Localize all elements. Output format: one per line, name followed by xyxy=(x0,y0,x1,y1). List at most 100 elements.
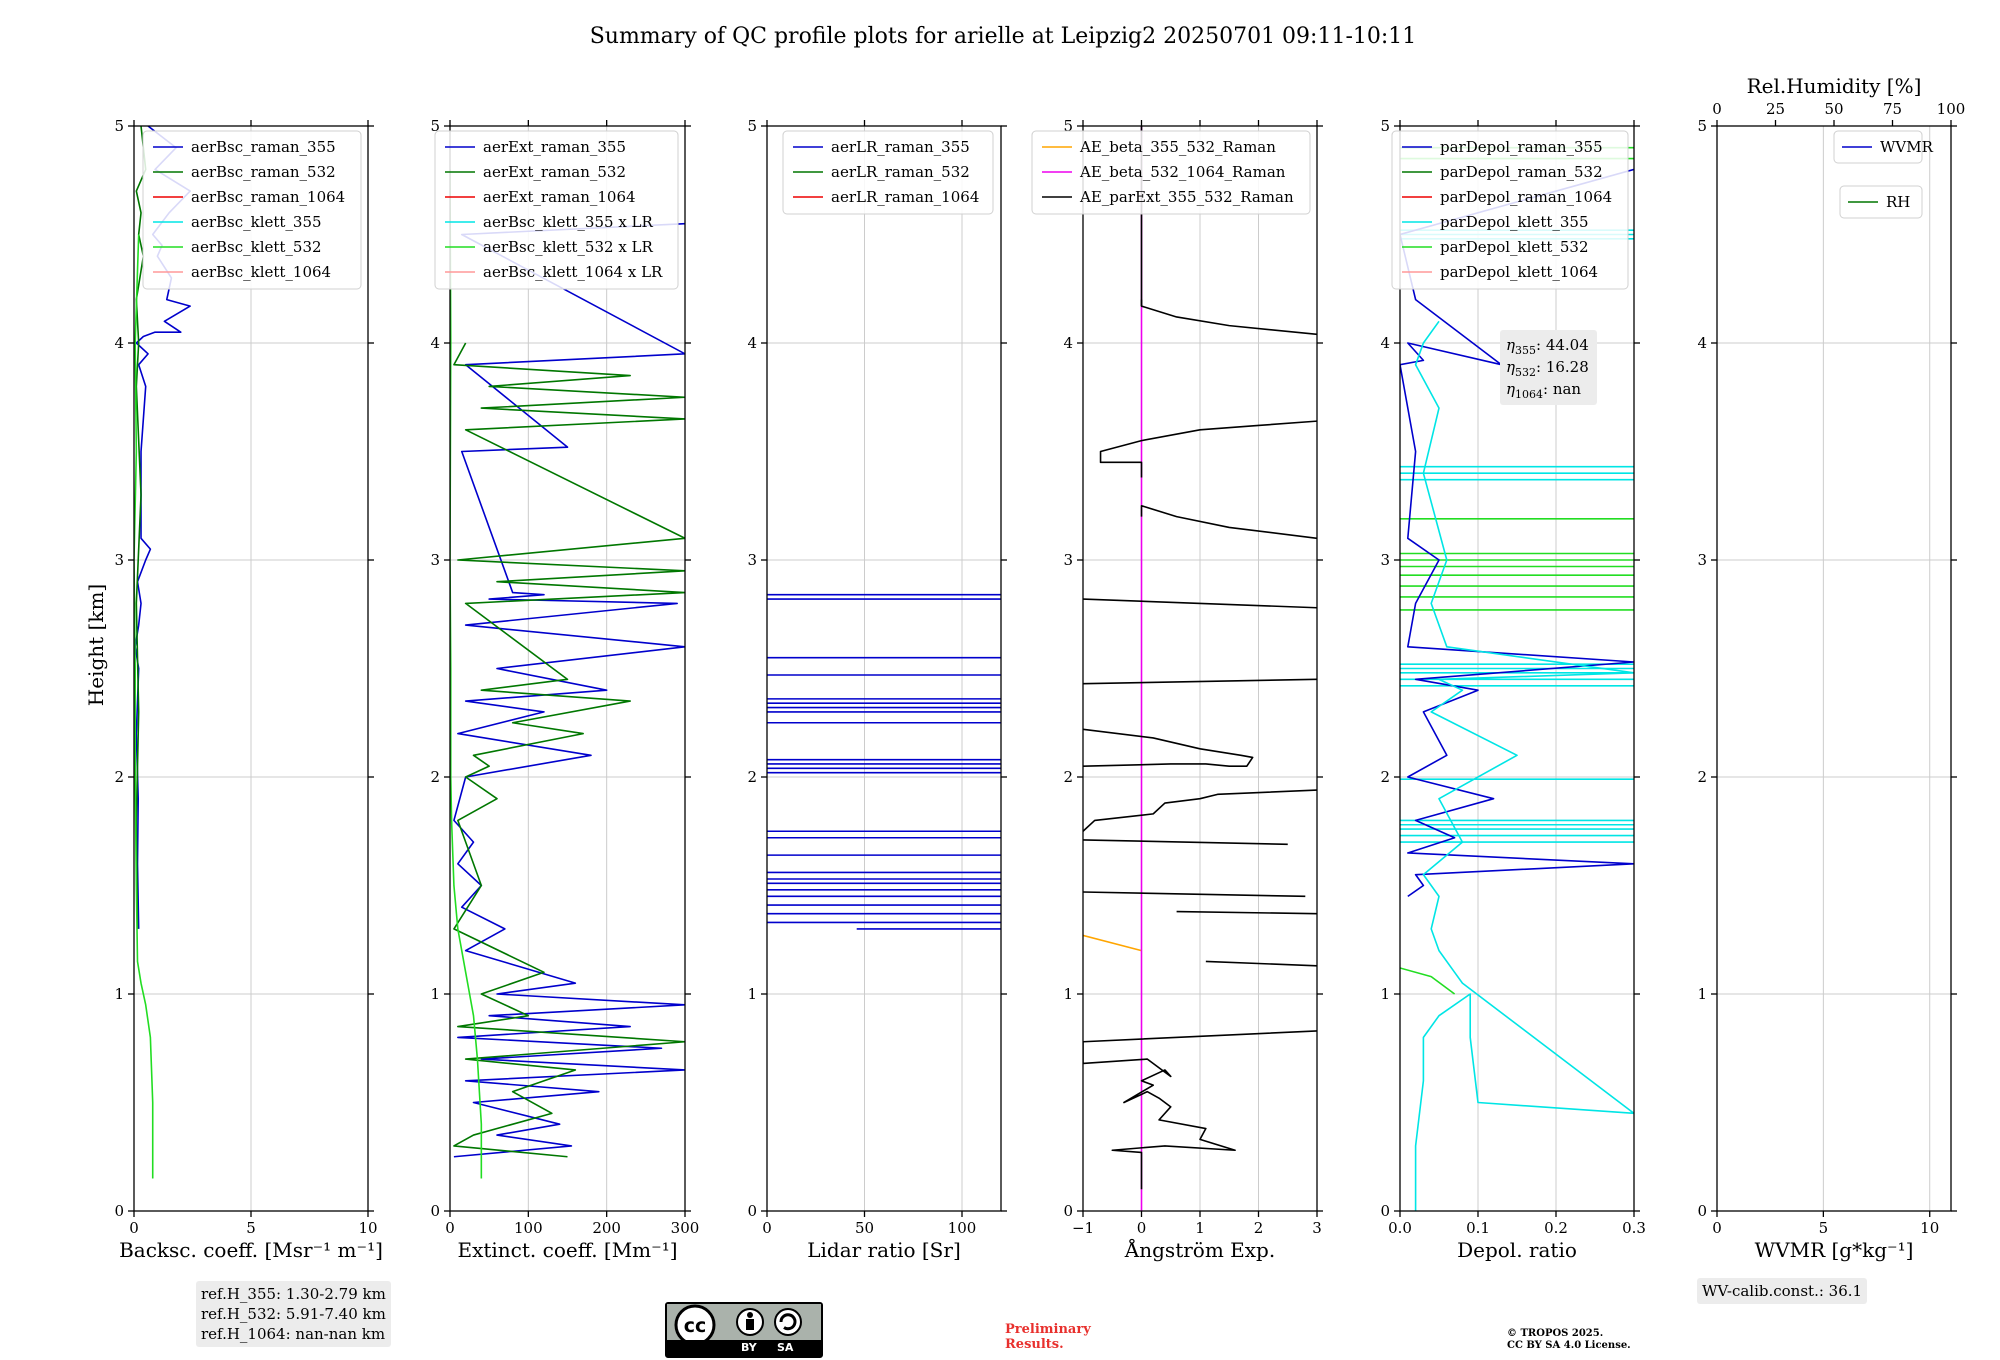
legend-label: aerExt_raman_1064 xyxy=(483,188,636,206)
legend-frame xyxy=(782,130,994,215)
legend-frame xyxy=(1833,130,1923,164)
y-tick-label: 2 xyxy=(1697,768,1707,786)
refh-box: ref.H_355: 1.30-2.79 km ref.H_532: 5.91-… xyxy=(196,1281,391,1347)
annotation-line: η355: 44.04 xyxy=(1506,336,1589,357)
series-line xyxy=(1099,420,1317,478)
legend-label: aerBsc_klett_532 xyxy=(191,238,322,256)
series-line xyxy=(1083,891,1306,898)
y-axis-label: Height [km] xyxy=(84,584,108,706)
legend-label: WVMR xyxy=(1880,138,1934,156)
preliminary-note: Preliminary Results. xyxy=(1005,1322,1091,1352)
x-tick-label: −1 xyxy=(1072,1219,1094,1237)
x-tick-label: 0 xyxy=(445,1219,455,1237)
y-tick-label: 3 xyxy=(114,551,124,569)
series-line xyxy=(453,222,685,1158)
series-line xyxy=(1400,168,1634,898)
y-tick-label: 3 xyxy=(747,551,757,569)
panel-depol: 0.0 0.1 0.2 0.3 0 1 2 3 4 5 Depol. ratio parDepol_r… xyxy=(1380,117,1645,1262)
legend-label: aerBsc_klett_1064 x LR xyxy=(483,263,663,281)
series-line xyxy=(1140,504,1317,540)
svg-text:cc: cc xyxy=(684,1315,707,1337)
eta-symbol: η xyxy=(1506,358,1515,376)
legend-label: aerBsc_raman_355 xyxy=(191,138,336,156)
y-tick-label: 3 xyxy=(1380,551,1390,569)
x-tick-label: 200 xyxy=(592,1219,621,1237)
y-tick-label: 1 xyxy=(747,985,757,1003)
series-line xyxy=(1083,728,1254,767)
legend-label: aerLR_raman_355 xyxy=(831,138,970,156)
x-axis-label: Ångström Exp. xyxy=(1124,1237,1275,1262)
x-tick-label: 300 xyxy=(671,1219,700,1237)
legend-label: parDepol_klett_355 xyxy=(1440,213,1589,231)
y-tick-label: 3 xyxy=(430,551,440,569)
y-tick-label: 4 xyxy=(1697,334,1707,352)
x-tick-label: 0.2 xyxy=(1544,1219,1568,1237)
eta-value: : 16.28 xyxy=(1536,358,1589,376)
y-tick-label: 0 xyxy=(1380,1202,1390,1220)
legend: aerLR_raman_355 aerLR_raman_532 aerLR_rama… xyxy=(782,130,994,215)
y-tick-label: 5 xyxy=(747,117,757,135)
x-tick-label: 0.1 xyxy=(1466,1219,1490,1237)
x-tick-label: 5 xyxy=(246,1219,256,1237)
series-line xyxy=(1176,910,1317,915)
top-tick-label: 25 xyxy=(1766,100,1785,118)
legend-label: aerBsc_klett_532 x LR xyxy=(483,238,654,256)
legend-label: aerBsc_klett_355 xyxy=(191,213,322,231)
cc-sa-label: SA xyxy=(777,1341,794,1354)
legend-label: parDepol_raman_1064 xyxy=(1440,188,1612,206)
legend-label: AE_parExt_355_532_Raman xyxy=(1079,188,1294,206)
eta-subscript: 1064 xyxy=(1515,388,1543,401)
x-tick-label: 0 xyxy=(762,1219,772,1237)
preliminary-line-1: Preliminary xyxy=(1005,1322,1091,1337)
x-tick-label: 2 xyxy=(1254,1219,1264,1237)
series-line xyxy=(134,234,154,1179)
x-tick-label: 0 xyxy=(1712,1219,1722,1237)
series-line xyxy=(1083,839,1288,846)
series-line xyxy=(135,126,147,929)
x-axis-label: WVMR [g*kg⁻¹] xyxy=(1755,1238,1914,1262)
eta-subscript: 532 xyxy=(1515,366,1536,379)
axes-frame xyxy=(766,125,1002,1212)
legend-label: aerBsc_raman_1064 xyxy=(191,188,345,206)
series-line xyxy=(453,342,685,1158)
series-line xyxy=(1205,960,1317,967)
axes-frame xyxy=(1399,125,1635,1212)
axes-frame xyxy=(449,125,686,1212)
x-axis-label: Depol. ratio xyxy=(1457,1238,1577,1262)
y-tick-label: 0 xyxy=(747,1202,757,1220)
cc-license-badge: cc BY SA xyxy=(665,1302,823,1358)
y-tick-label: 5 xyxy=(430,117,440,135)
legend-label: AE_beta_532_1064_Raman xyxy=(1079,163,1286,181)
y-tick-label: 5 xyxy=(1063,117,1073,135)
x-tick-label: 0.0 xyxy=(1388,1219,1412,1237)
cc-by-label: BY xyxy=(741,1341,757,1354)
wv-calib-text: WV-calib.const.: 36.1 xyxy=(1702,1282,1863,1300)
legend: AE_beta_355_532_Raman AE_beta_532_1064_Ra… xyxy=(1031,130,1311,215)
legend: aerBsc_raman_355 aerBsc_raman_532 aerBsc_r… xyxy=(142,130,362,290)
y-tick-label: 2 xyxy=(747,768,757,786)
eta-symbol: η xyxy=(1506,336,1515,354)
axes-frame xyxy=(1716,125,1952,1212)
y-tick-label: 1 xyxy=(1697,985,1707,1003)
copyright-line-1: © TROPOS 2025. xyxy=(1507,1328,1604,1339)
y-tick-label: 4 xyxy=(430,334,440,352)
y-tick-label: 5 xyxy=(114,117,124,135)
legend-label: aerBsc_klett_1064 xyxy=(191,263,331,281)
wv-calib-box: WV-calib.const.: 36.1 xyxy=(1697,1278,1868,1304)
y-tick-label: 5 xyxy=(1697,117,1707,135)
x-tick-label: 50 xyxy=(855,1219,874,1237)
legend-label: aerExt_raman_355 xyxy=(483,138,626,156)
legend-frame xyxy=(1391,130,1629,290)
series-line xyxy=(1083,678,1317,685)
y-tick-label: 2 xyxy=(114,768,124,786)
legend-label: aerBsc_raman_532 xyxy=(191,163,336,181)
legend-label: parDepol_raman_532 xyxy=(1440,163,1603,181)
y-tick-label: 1 xyxy=(114,985,124,1003)
refh-1064: ref.H_1064: nan-nan km xyxy=(201,1325,386,1343)
y-tick-label: 5 xyxy=(1380,117,1390,135)
x-axis-label: Backsc. coeff. [Msr⁻¹ m⁻¹] xyxy=(119,1238,383,1262)
